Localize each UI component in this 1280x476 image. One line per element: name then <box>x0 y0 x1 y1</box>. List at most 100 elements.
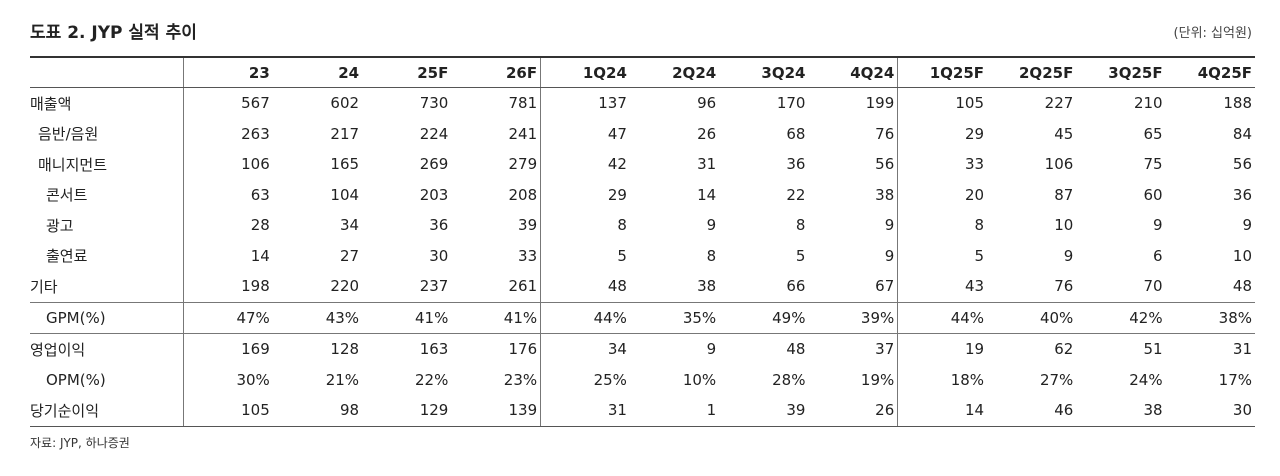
cell: 199 <box>808 87 899 119</box>
cell: 17% <box>1218 370 1252 389</box>
cell: 41% <box>362 301 452 334</box>
cell: 49% <box>719 301 809 334</box>
cell: 22 <box>786 185 806 204</box>
header-row: 23 24 25F 26F 1Q24 2Q24 3Q24 4Q24 1Q25F 2Q25F 3Q25… <box>30 56 1255 88</box>
column-header: 4Q24 <box>808 56 899 88</box>
cell: 29 <box>964 124 985 143</box>
cell: 42 <box>607 155 627 174</box>
cell: 105 <box>955 94 985 113</box>
cell: 46 <box>987 395 1077 427</box>
cell: 76 <box>1054 277 1074 296</box>
cell: 602 <box>330 94 360 113</box>
cell: 14 <box>897 395 988 427</box>
cell: 30 <box>429 246 449 265</box>
cell: 128 <box>272 333 363 365</box>
cell: 25% <box>593 370 627 389</box>
header-cell <box>30 56 184 88</box>
cell: 30 <box>1165 395 1255 427</box>
cell: 730 <box>419 94 449 113</box>
row-label: 영업이익 <box>30 333 184 365</box>
cell: 26 <box>808 395 899 427</box>
cell: 5 <box>617 246 627 265</box>
cell: 38% <box>1165 301 1255 334</box>
cell: 14 <box>250 246 270 265</box>
cell: 38 <box>1076 395 1166 427</box>
table-row: 광고 28 34 36 39 8 9 8 9 8 10 9 9 <box>30 210 1255 241</box>
table-row: 매니지먼트 106 165 269 279 42 31 36 56 33 106 75 56 <box>30 149 1255 180</box>
cell: 36 <box>786 155 806 174</box>
cell: 10% <box>682 370 717 389</box>
cell: 38 <box>697 277 717 296</box>
table-row: 기타 198 220 237 261 48 38 66 67 43 76 70 48 <box>30 271 1255 302</box>
cell: 176 <box>451 333 542 365</box>
column-header: 1Q25F <box>897 56 988 88</box>
cell: 36 <box>429 216 449 235</box>
cell: 104 <box>330 185 360 204</box>
cell: 60 <box>1143 185 1163 204</box>
cell: 39 <box>719 395 809 427</box>
cell: 31 <box>1165 333 1255 365</box>
cell: 9 <box>706 216 717 235</box>
column-header: 25F <box>362 56 452 88</box>
column-header: 24 <box>272 56 363 88</box>
cell: 35% <box>629 301 720 334</box>
cell: 106 <box>1044 155 1074 174</box>
row-label: 기타 <box>30 271 184 302</box>
cell: 47 <box>607 124 627 143</box>
cell: 10 <box>1054 216 1074 235</box>
cell: 24% <box>1129 370 1163 389</box>
cell: 33 <box>964 155 985 174</box>
cell: 37 <box>808 333 899 365</box>
cell: 10 <box>1232 246 1252 265</box>
cell: 137 <box>598 94 627 113</box>
cell: 66 <box>786 277 806 296</box>
cell: 42% <box>1076 301 1166 334</box>
cell: 279 <box>451 149 542 180</box>
cell: 38 <box>808 179 899 210</box>
cell: 65 <box>1143 124 1163 143</box>
cell: 227 <box>1044 94 1074 113</box>
row-label: 음반/음원 <box>30 118 184 149</box>
cell: 43% <box>272 301 363 334</box>
cell: 198 <box>241 277 270 296</box>
cell: 87 <box>1054 185 1074 204</box>
cell: 567 <box>241 94 270 113</box>
cell: 41% <box>451 301 542 334</box>
cell: 106 <box>241 155 270 174</box>
cell: 26 <box>697 124 717 143</box>
cell: 34 <box>339 216 360 235</box>
cell: 8 <box>795 216 806 235</box>
table-row: 콘서트 63 104 203 208 29 14 22 38 20 87 60 36 <box>30 179 1255 210</box>
cell: 68 <box>786 124 806 143</box>
cell: 22% <box>415 370 449 389</box>
cell: 28 <box>250 216 270 235</box>
cell: 23% <box>451 364 542 395</box>
cell: 8 <box>706 246 717 265</box>
cell: 43 <box>964 277 985 296</box>
cell: 203 <box>419 185 449 204</box>
cell: 48 <box>719 333 809 365</box>
cell: 28% <box>772 370 806 389</box>
cell: 241 <box>451 118 542 149</box>
row-label: 콘서트 <box>30 179 184 210</box>
cell: 27% <box>1039 370 1074 389</box>
cell: 129 <box>362 395 452 427</box>
cell: 261 <box>451 271 542 302</box>
cell: 19% <box>808 364 899 395</box>
table-row: 매출액 567 602 730 781 137 96 170 199 105 227 210 188 <box>30 87 1255 119</box>
cell: 9 <box>629 333 720 365</box>
cell: 34 <box>540 333 630 365</box>
cell: 56 <box>808 149 899 180</box>
cell: 208 <box>451 179 542 210</box>
cell: 165 <box>330 155 360 174</box>
cell: 14 <box>697 185 717 204</box>
cell: 76 <box>808 118 899 149</box>
cell: 8 <box>617 216 627 235</box>
title: 도표 2. JYP 실적 추이 <box>30 23 197 43</box>
cell: 170 <box>776 94 806 113</box>
cell: 29 <box>607 185 627 204</box>
cell: 48 <box>607 277 627 296</box>
cell: 9 <box>808 210 899 241</box>
cell: 48 <box>1232 277 1252 296</box>
